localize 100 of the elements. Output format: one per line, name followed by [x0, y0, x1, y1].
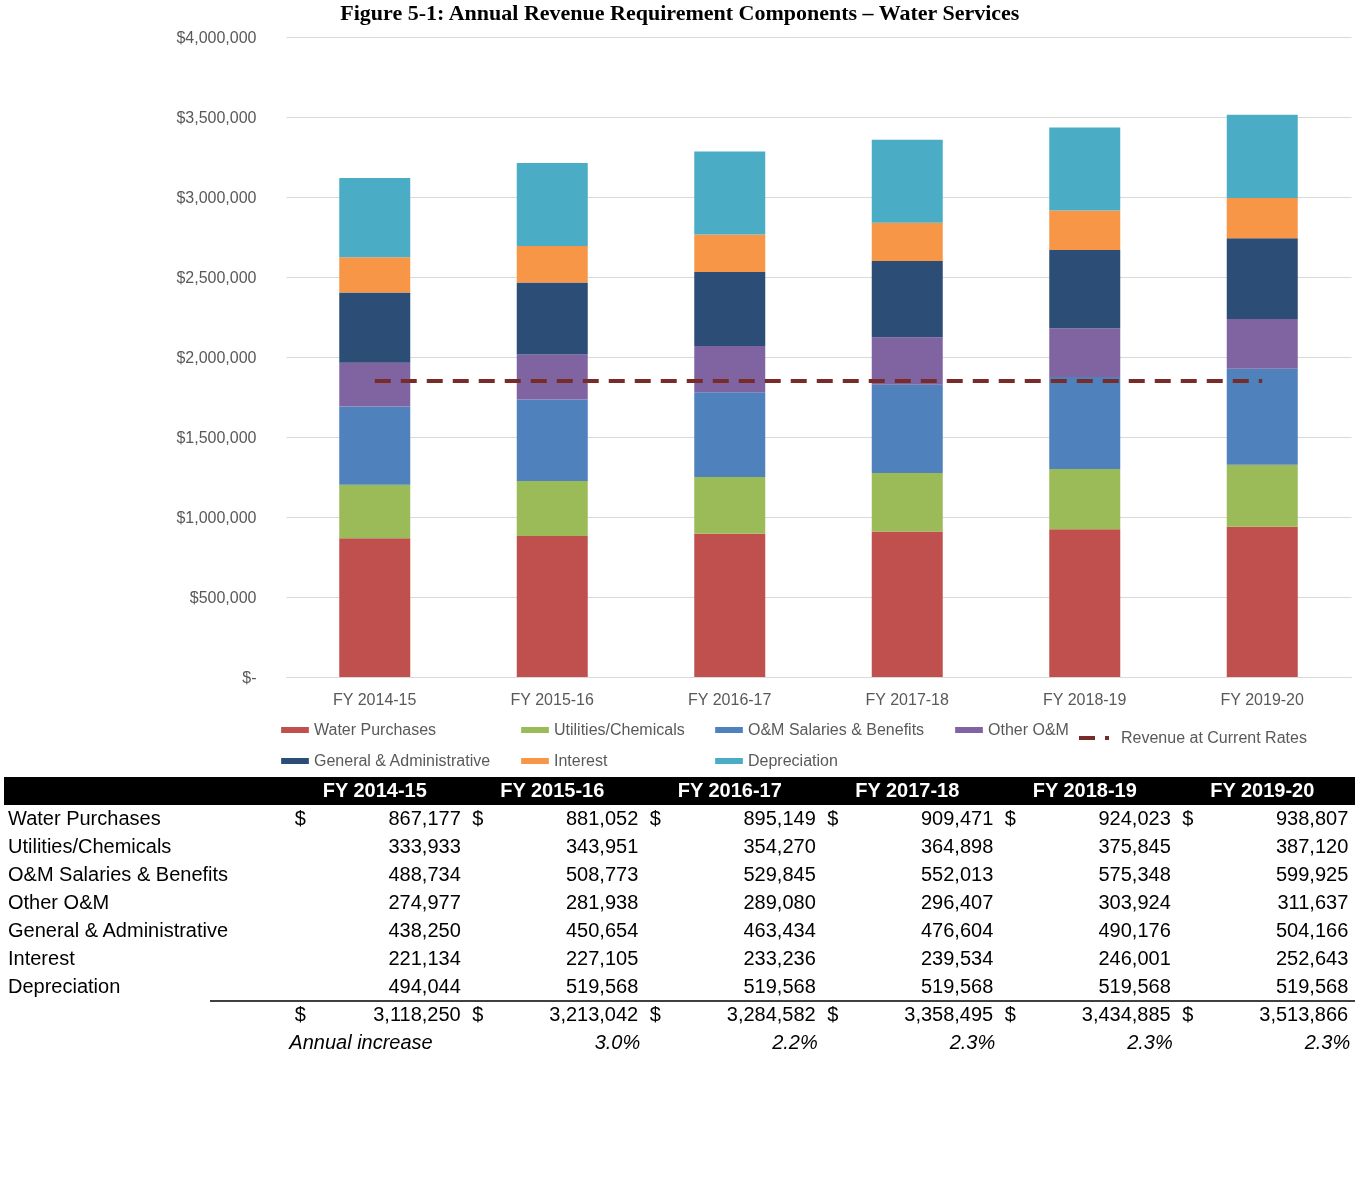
text: $ 3,434,885 [1004, 1003, 1171, 1025]
text: Depreciation [8, 975, 121, 997]
bar [871, 384, 943, 474]
bar [1226, 368, 1298, 465]
bar [871, 337, 943, 385]
bar [871, 473, 943, 532]
bar [1049, 529, 1121, 677]
data-label: 599,925 [1275, 863, 1349, 885]
bar [1049, 249, 1121, 329]
category-label: FY 2017-18 [855, 779, 960, 801]
bar [339, 538, 411, 677]
bar [516, 399, 588, 481]
bar [339, 257, 411, 293]
bar [871, 531, 943, 677]
category-label: FY 2019-20 [1210, 779, 1315, 801]
data-label: 490,176 [1098, 919, 1171, 941]
x-tick-label: FY 2019-20 [1220, 690, 1305, 708]
text: 2.3% [1303, 1031, 1351, 1053]
data-label: 519,568 [1275, 975, 1349, 997]
bar [1049, 376, 1121, 470]
text: $ 938,807 [1182, 807, 1349, 829]
bar [339, 292, 411, 363]
data-label: 303,924 [1098, 891, 1171, 913]
data-label: 494,044 [388, 975, 461, 997]
data-label: 438,250 [388, 919, 461, 941]
x-tick-label: FY 2016-17 [688, 690, 772, 708]
data-label: 575,348 [1098, 863, 1171, 885]
data-label: 289,080 [743, 891, 816, 913]
text: $ 895,149 [649, 807, 816, 829]
category-label: FY 2016-17 [677, 779, 782, 801]
data-label: 333,933 [388, 835, 461, 857]
data-label: 364,898 [920, 835, 994, 857]
bar [694, 271, 766, 347]
text: $ 3,284,582 [649, 1003, 816, 1025]
y-tick-label: $2,000,000 [176, 348, 257, 366]
bar [1226, 114, 1298, 198]
data-label: 387,120 [1275, 835, 1349, 857]
data-label: 508,773 [565, 863, 639, 885]
data-label: 354,270 [743, 835, 816, 857]
legend-label: Utilities/Chemicals [554, 721, 685, 738]
bar [339, 178, 411, 258]
bar [871, 261, 943, 338]
x-tick-label: FY 2018-19 [1043, 690, 1127, 708]
bar [694, 234, 766, 272]
legend-label: Interest [554, 752, 608, 769]
bar [1226, 238, 1298, 319]
bar [694, 346, 766, 393]
text: Annual increase [288, 1031, 433, 1053]
category-label: FY 2014-15 [322, 779, 427, 801]
text: Water Purchases [8, 807, 161, 829]
data-label: 552,013 [920, 863, 994, 885]
data-label: 463,434 [743, 919, 816, 941]
text: 2.3% [948, 1031, 996, 1053]
category-label: FY 2015-16 [500, 779, 605, 801]
text: 2.3% [1126, 1031, 1173, 1053]
bar [694, 477, 766, 534]
bar [1226, 319, 1298, 369]
bar [1226, 526, 1298, 677]
legend-label: General & Administrative [314, 752, 491, 769]
bar [1049, 127, 1121, 211]
data-label: 504,166 [1275, 919, 1349, 941]
legend-label: Water Purchases [314, 721, 437, 738]
data-label: 476,604 [920, 919, 994, 941]
data-label: 519,568 [1098, 975, 1171, 997]
bar [339, 406, 411, 485]
data-label: 252,643 [1275, 947, 1349, 969]
data-label: 296,407 [920, 891, 994, 913]
bar [516, 282, 588, 355]
legend-label: Other O&M [988, 721, 1069, 738]
bar [694, 151, 766, 235]
data-label: 519,568 [920, 975, 994, 997]
text: O&M Salaries & Benefits [8, 863, 229, 885]
text: $ 3,118,250 [294, 1003, 461, 1025]
y-tick-label: $- [242, 668, 257, 686]
y-tick-label: $500,000 [189, 588, 257, 606]
data-label: 221,134 [388, 947, 461, 969]
data-label: 227,105 [565, 947, 639, 969]
data-label: 233,236 [743, 947, 816, 969]
text: Utilities/Chemicals [8, 835, 172, 857]
data-label: 375,845 [1098, 835, 1171, 857]
text: $ 3,213,042 [472, 1003, 639, 1025]
bar [694, 392, 766, 478]
data-label: 311,637 [1277, 891, 1349, 913]
data-label: 281,938 [565, 891, 639, 913]
bar [516, 536, 588, 677]
data-label: 246,001 [1098, 947, 1171, 969]
bar [871, 222, 943, 262]
data-label: 239,534 [920, 947, 994, 969]
bar [1049, 328, 1121, 377]
data-label: 450,654 [565, 919, 639, 941]
text: 3.0% [594, 1031, 641, 1053]
bar [1226, 197, 1298, 239]
text: 2.2% [771, 1031, 818, 1053]
x-tick-label: FY 2017-18 [865, 690, 950, 708]
bar [1049, 210, 1121, 250]
bar [1226, 464, 1298, 527]
bar [516, 481, 588, 537]
category-label: FY 2018-19 [1032, 779, 1137, 801]
text: $ 867,177 [294, 807, 461, 829]
text: Interest [8, 947, 75, 969]
